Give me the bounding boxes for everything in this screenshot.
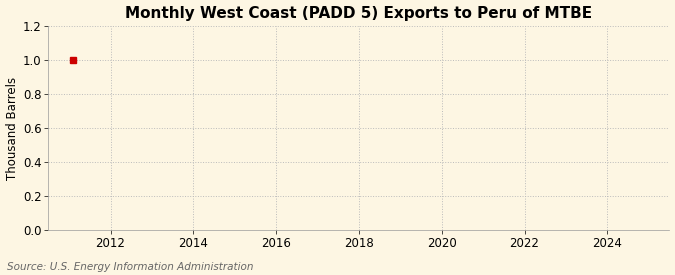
Text: Source: U.S. Energy Information Administration: Source: U.S. Energy Information Administ… [7,262,253,272]
Y-axis label: Thousand Barrels: Thousand Barrels [5,76,18,180]
Title: Monthly West Coast (PADD 5) Exports to Peru of MTBE: Monthly West Coast (PADD 5) Exports to P… [126,6,593,21]
